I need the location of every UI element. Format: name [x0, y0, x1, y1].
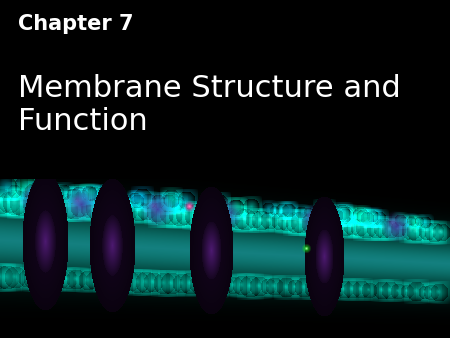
Text: Membrane Structure and
Function: Membrane Structure and Function: [18, 74, 401, 136]
Text: Chapter 7: Chapter 7: [18, 14, 134, 33]
